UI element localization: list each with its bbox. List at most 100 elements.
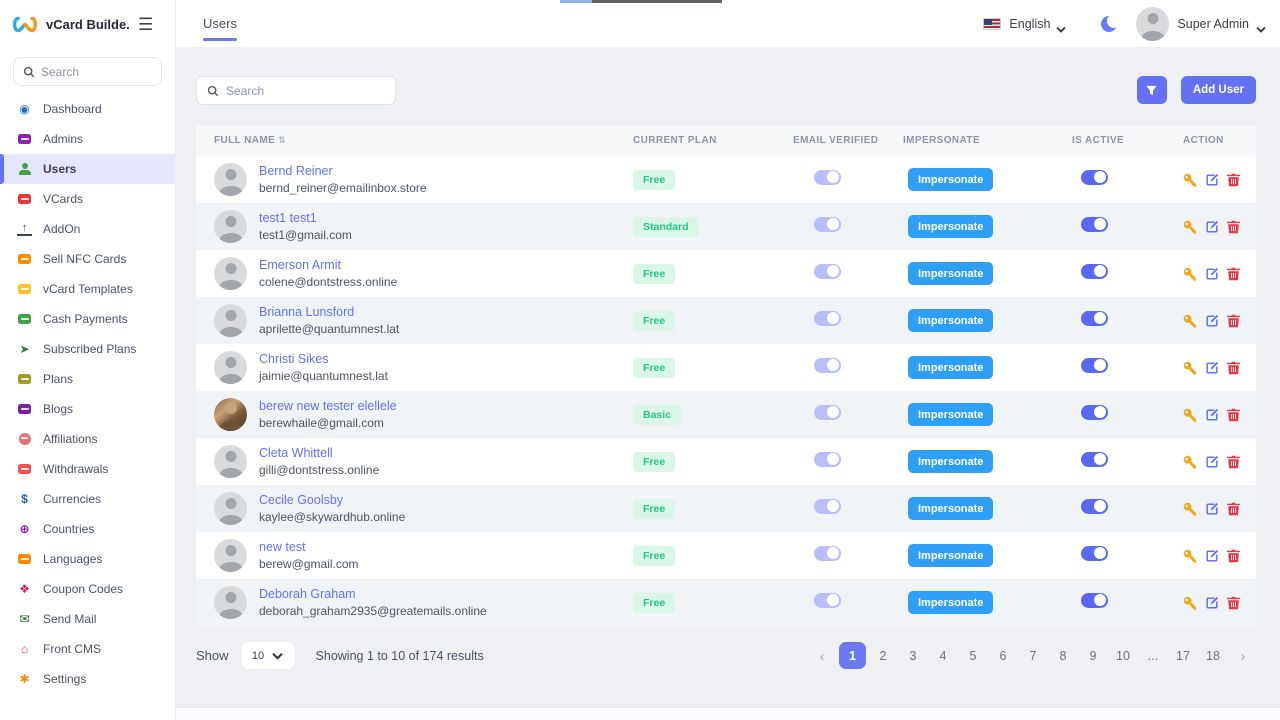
sidebar-item-admins[interactable]: Admins: [0, 124, 175, 154]
impersonate-button[interactable]: Impersonate: [908, 356, 994, 379]
sidebar-item-dashboard[interactable]: ◉ Dashboard: [0, 94, 175, 124]
user-name-link[interactable]: Emerson Armit: [259, 258, 341, 272]
sort-icon[interactable]: ⇅: [278, 135, 287, 145]
impersonate-button[interactable]: Impersonate: [908, 403, 994, 426]
key-icon[interactable]: [1183, 267, 1197, 281]
impersonate-button[interactable]: Impersonate: [908, 168, 994, 191]
user-name-link[interactable]: test1 test1: [259, 211, 317, 225]
edit-icon[interactable]: [1205, 267, 1219, 281]
sidebar-item-subscribed-plans[interactable]: ➤ Subscribed Plans: [0, 334, 175, 364]
edit-icon[interactable]: [1205, 220, 1219, 234]
language-chevron-down-icon[interactable]: [1056, 20, 1067, 33]
delete-icon[interactable]: [1227, 220, 1240, 234]
pagination-page-7[interactable]: 7: [1029, 648, 1037, 663]
column-full-name[interactable]: FULL NAME ⇅: [214, 135, 287, 146]
sidebar-item-withdrawals[interactable]: Withdrawals: [0, 454, 175, 484]
edit-icon[interactable]: [1205, 502, 1219, 516]
table-search[interactable]: [196, 76, 396, 105]
delete-icon[interactable]: [1227, 549, 1240, 563]
sidebar-item-addon[interactable]: ↑ AddOn: [0, 214, 175, 244]
edit-icon[interactable]: [1205, 455, 1219, 469]
user-name-link[interactable]: Cecile Goolsby: [259, 493, 344, 507]
delete-icon[interactable]: [1227, 361, 1240, 375]
delete-icon[interactable]: [1227, 502, 1240, 516]
is-active-toggle[interactable]: [1081, 310, 1108, 326]
pagination-page-18[interactable]: 18: [1206, 648, 1220, 663]
email-verified-toggle[interactable]: [814, 451, 841, 467]
hamburger-menu-icon[interactable]: ☰: [138, 14, 154, 34]
delete-icon[interactable]: [1227, 314, 1240, 328]
filter-button[interactable]: [1136, 76, 1167, 104]
key-icon[interactable]: [1183, 502, 1197, 516]
email-verified-toggle[interactable]: [814, 498, 841, 514]
impersonate-button[interactable]: Impersonate: [908, 544, 994, 567]
user-menu-chevron-down-icon[interactable]: [1256, 20, 1266, 33]
impersonate-button[interactable]: Impersonate: [908, 450, 994, 473]
sidebar-item-affiliations[interactable]: Affiliations: [0, 424, 175, 454]
add-user-button[interactable]: Add User: [1180, 76, 1256, 104]
sidebar-item-languages[interactable]: Languages: [0, 544, 175, 574]
is-active-toggle[interactable]: [1081, 263, 1108, 279]
key-icon[interactable]: [1183, 314, 1197, 328]
is-active-toggle[interactable]: [1081, 498, 1108, 514]
user-name-link[interactable]: Brianna Lunsford: [259, 305, 355, 319]
is-active-toggle[interactable]: [1081, 404, 1108, 420]
pagination-page-3[interactable]: 3: [909, 648, 917, 663]
user-name-link[interactable]: berew new tester elellele: [259, 399, 397, 413]
sidebar-item-currencies[interactable]: $ Currencies: [0, 484, 175, 514]
sidebar-item-settings[interactable]: ✱ Settings: [0, 664, 175, 694]
pagination-ellipsis[interactable]: ...: [1147, 648, 1159, 663]
pagination-page-17[interactable]: 17: [1176, 648, 1190, 663]
is-active-toggle[interactable]: [1081, 169, 1108, 185]
user-name-link[interactable]: new test: [259, 540, 306, 554]
edit-icon[interactable]: [1205, 549, 1219, 563]
user-name-link[interactable]: Bernd Reiner: [259, 164, 333, 178]
email-verified-toggle[interactable]: [814, 357, 841, 373]
impersonate-button[interactable]: Impersonate: [908, 262, 994, 285]
sidebar-item-blogs[interactable]: Blogs: [0, 394, 175, 424]
email-verified-toggle[interactable]: [814, 404, 841, 420]
edit-icon[interactable]: [1205, 408, 1219, 422]
is-active-toggle[interactable]: [1081, 545, 1108, 561]
sidebar-item-cash-payments[interactable]: Cash Payments: [0, 304, 175, 334]
sidebar-item-vcard-templates[interactable]: vCard Templates: [0, 274, 175, 304]
is-active-toggle[interactable]: [1081, 216, 1108, 232]
email-verified-toggle[interactable]: [814, 169, 841, 185]
sidebar-item-countries[interactable]: ⊕ Countries: [0, 514, 175, 544]
key-icon[interactable]: [1183, 596, 1197, 610]
pagination-page-6[interactable]: 6: [999, 648, 1007, 663]
page-size-select[interactable]: 10: [241, 642, 294, 669]
edit-icon[interactable]: [1205, 173, 1219, 187]
pagination-page-10[interactable]: 10: [1116, 648, 1130, 663]
user-avatar[interactable]: [1136, 6, 1170, 41]
sidebar-item-vcards[interactable]: VCards: [0, 184, 175, 214]
sidebar-item-plans[interactable]: Plans: [0, 364, 175, 394]
impersonate-button[interactable]: Impersonate: [908, 591, 994, 614]
key-icon[interactable]: [1183, 455, 1197, 469]
pagination-page-4[interactable]: 4: [939, 648, 947, 663]
key-icon[interactable]: [1183, 173, 1197, 187]
dark-mode-moon-icon[interactable]: [1100, 13, 1122, 33]
delete-icon[interactable]: [1227, 173, 1240, 187]
is-active-toggle[interactable]: [1081, 451, 1108, 467]
tab-users[interactable]: Users: [203, 0, 237, 48]
edit-icon[interactable]: [1205, 596, 1219, 610]
key-icon[interactable]: [1183, 220, 1197, 234]
delete-icon[interactable]: [1227, 267, 1240, 281]
email-verified-toggle[interactable]: [814, 592, 841, 608]
email-verified-toggle[interactable]: [814, 216, 841, 232]
pagination-page-2[interactable]: 2: [879, 648, 887, 663]
user-name-link[interactable]: Cleta Whittell: [259, 446, 333, 460]
user-name-link[interactable]: Christi Sikes: [259, 352, 329, 366]
key-icon[interactable]: [1183, 361, 1197, 375]
sidebar-item-coupon-codes[interactable]: ❖ Coupon Codes: [0, 574, 175, 604]
pagination-prev[interactable]: ‹: [819, 647, 825, 664]
edit-icon[interactable]: [1205, 314, 1219, 328]
pagination-page-1[interactable]: 1: [839, 642, 866, 669]
impersonate-button[interactable]: Impersonate: [908, 215, 994, 238]
pagination-page-5[interactable]: 5: [969, 648, 977, 663]
sidebar-search[interactable]: [13, 57, 162, 86]
email-verified-toggle[interactable]: [814, 263, 841, 279]
is-active-toggle[interactable]: [1081, 592, 1108, 608]
email-verified-toggle[interactable]: [814, 310, 841, 326]
